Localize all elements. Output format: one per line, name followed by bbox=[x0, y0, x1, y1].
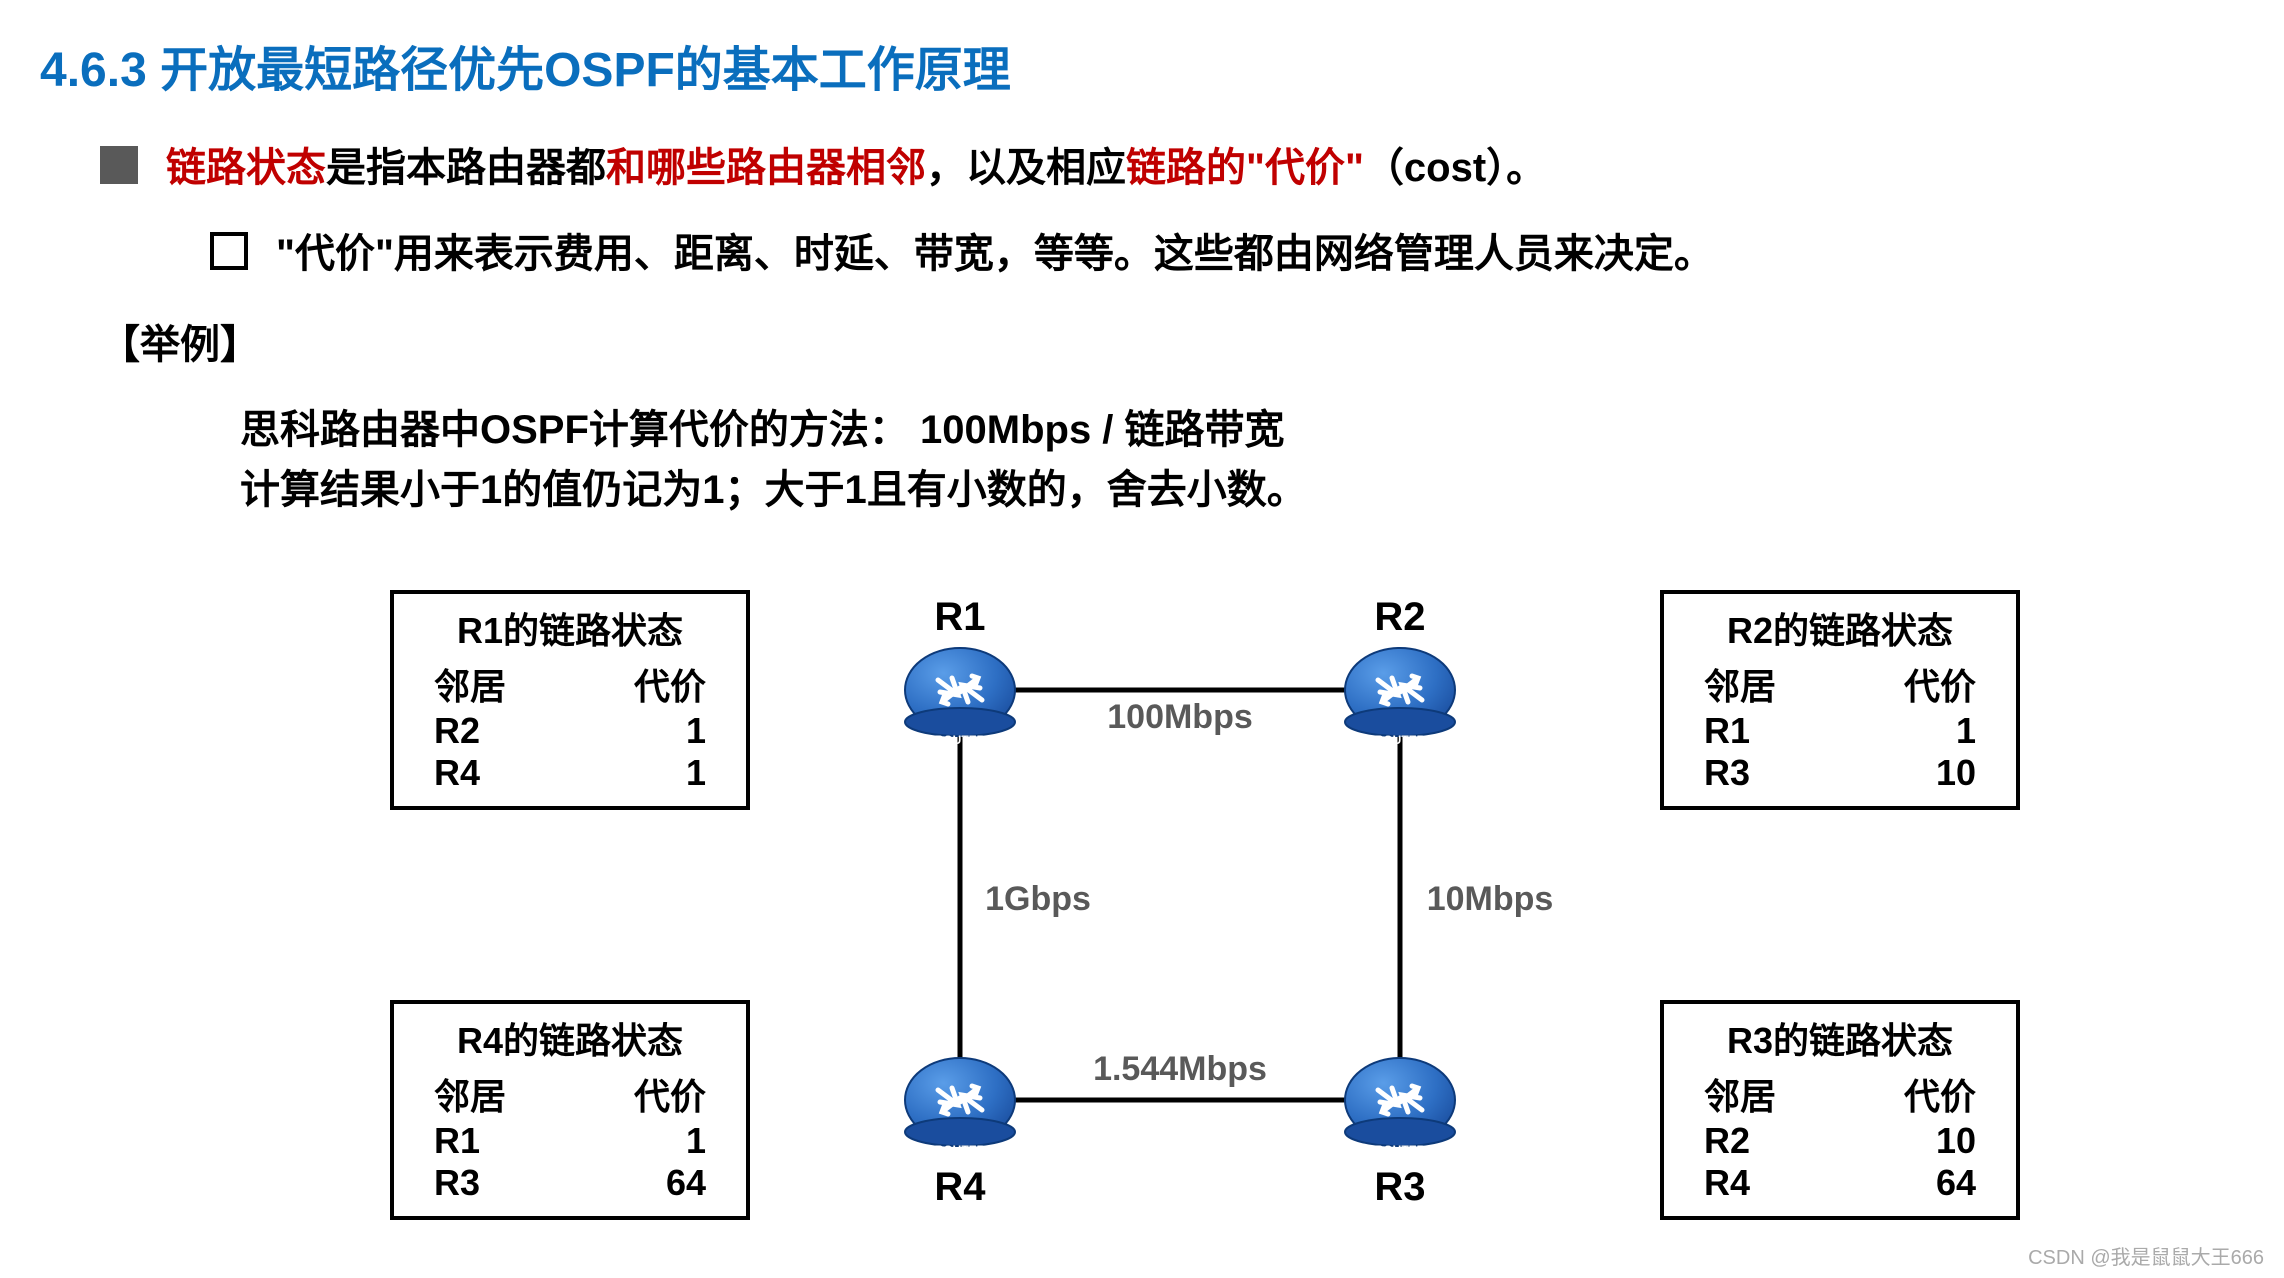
diagram-area: 100Mbps 10Mbps 1.544Mbps 1Gbps ROUTER R1… bbox=[40, 570, 2244, 1270]
edge-label-1: 10Mbps bbox=[1427, 880, 1554, 918]
r1-r1c1: 1 bbox=[686, 752, 706, 794]
b1-p6: （cost）。 bbox=[1364, 146, 1546, 190]
r4-row-0: R1 1 bbox=[414, 1120, 726, 1162]
example-line-1: 思科路由器中OSPF计算代价的方法： 100Mbps / 链路带宽 bbox=[240, 400, 2244, 460]
example-line-2: 计算结果小于1的值仍记为1；大于1且有小数的，舍去小数。 bbox=[240, 460, 2244, 520]
state-box-r4: R4的链路状态 邻居 代价 R1 1 R3 64 bbox=[390, 1000, 750, 1220]
r2-h2: 代价 bbox=[1904, 658, 1976, 710]
r1-header: 邻居 代价 bbox=[414, 658, 726, 710]
r1-row-0: R2 1 bbox=[414, 710, 726, 752]
r4-r0c1: 1 bbox=[686, 1120, 706, 1162]
r3-header: 邻居 代价 bbox=[1684, 1068, 1996, 1120]
r1-r0c1: 1 bbox=[686, 710, 706, 752]
r3-h2: 代价 bbox=[1904, 1068, 1976, 1120]
r3-r0c1: 10 bbox=[1936, 1120, 1976, 1162]
r2-header: 邻居 代价 bbox=[1684, 658, 1996, 710]
r2-r0c0: R1 bbox=[1704, 710, 1750, 752]
r3-r1c1: 64 bbox=[1936, 1162, 1976, 1204]
r3-title: R3的链路状态 bbox=[1684, 1012, 1996, 1064]
r3-r1c0: R4 bbox=[1704, 1162, 1750, 1204]
r4-h2: 代价 bbox=[634, 1068, 706, 1120]
router-r4-icon: ROUTER bbox=[905, 1058, 1015, 1157]
router-r1-icon: ROUTER bbox=[905, 648, 1015, 747]
b1-p2: 是指本路由器都 bbox=[326, 146, 606, 190]
b1-p4: ，以及相应 bbox=[926, 146, 1126, 190]
r2-row-0: R1 1 bbox=[1684, 710, 1996, 752]
r3-r0c0: R2 bbox=[1704, 1120, 1750, 1162]
edge-label-3: 1Gbps bbox=[985, 880, 1091, 918]
network-diagram: 100Mbps 10Mbps 1.544Mbps 1Gbps ROUTER R1… bbox=[860, 570, 1580, 1270]
bullet-1: 链路状态是指本路由器都和哪些路由器相邻，以及相应链路的"代价"（cost）。 bbox=[100, 140, 2244, 196]
r2-title: R2的链路状态 bbox=[1684, 602, 1996, 654]
edge-label-0: 100Mbps bbox=[1107, 698, 1253, 736]
r4-r0c0: R1 bbox=[434, 1120, 480, 1162]
router-label-r3: R3 bbox=[1374, 1165, 1425, 1209]
section-title: 4.6.3 开放最短路径优先OSPF的基本工作原理 bbox=[40, 30, 2244, 100]
b1-p5: 链路的"代价" bbox=[1126, 146, 1364, 190]
r1-row-1: R4 1 bbox=[414, 752, 726, 794]
state-box-r1: R1的链路状态 邻居 代价 R2 1 R4 1 bbox=[390, 590, 750, 810]
watermark: CSDN @我是鼠鼠大王666 bbox=[2028, 1241, 2264, 1270]
svg-text:ROUTER: ROUTER bbox=[935, 1143, 986, 1157]
r3-row-1: R4 64 bbox=[1684, 1162, 1996, 1204]
r4-h1: 邻居 bbox=[434, 1068, 506, 1120]
r2-r1c1: 10 bbox=[1936, 752, 1976, 794]
router-label-r2: R2 bbox=[1374, 595, 1425, 639]
r4-r1c1: 64 bbox=[666, 1162, 706, 1204]
router-r3-icon: ROUTER bbox=[1345, 1058, 1455, 1157]
router-label-r1: R1 bbox=[934, 595, 985, 639]
state-box-r2: R2的链路状态 邻居 代价 R1 1 R3 10 bbox=[1660, 590, 2020, 810]
r1-r0c0: R2 bbox=[434, 710, 480, 752]
square-bullet-icon bbox=[100, 146, 138, 184]
bullet-2: "代价"用来表示费用、距离、时延、带宽，等等。这些都由网络管理人员来决定。 bbox=[210, 226, 2244, 282]
r1-h1: 邻居 bbox=[434, 658, 506, 710]
r4-title: R4的链路状态 bbox=[414, 1012, 726, 1064]
r4-row-1: R3 64 bbox=[414, 1162, 726, 1204]
r4-header: 邻居 代价 bbox=[414, 1068, 726, 1120]
r3-row-0: R2 10 bbox=[1684, 1120, 1996, 1162]
state-box-r3: R3的链路状态 邻居 代价 R2 10 R4 64 bbox=[1660, 1000, 2020, 1220]
example-label: 【举例】 bbox=[100, 312, 2244, 370]
b1-p1: 链路状态 bbox=[166, 146, 326, 190]
svg-text:ROUTER: ROUTER bbox=[1375, 733, 1426, 747]
r2-h1: 邻居 bbox=[1704, 658, 1776, 710]
r2-r1c0: R3 bbox=[1704, 752, 1750, 794]
router-label-r4: R4 bbox=[934, 1165, 986, 1209]
bullet-1-text: 链路状态是指本路由器都和哪些路由器相邻，以及相应链路的"代价"（cost）。 bbox=[166, 140, 1546, 196]
square-hollow-icon bbox=[210, 232, 248, 270]
r1-r1c0: R4 bbox=[434, 752, 480, 794]
r3-h1: 邻居 bbox=[1704, 1068, 1776, 1120]
r1-h2: 代价 bbox=[634, 658, 706, 710]
svg-text:ROUTER: ROUTER bbox=[935, 733, 986, 747]
r4-r1c0: R3 bbox=[434, 1162, 480, 1204]
b1-p3: 和哪些路由器相邻 bbox=[606, 146, 926, 190]
r1-title: R1的链路状态 bbox=[414, 602, 726, 654]
svg-text:ROUTER: ROUTER bbox=[1375, 1143, 1426, 1157]
router-r2-icon: ROUTER bbox=[1345, 648, 1455, 747]
r2-row-1: R3 10 bbox=[1684, 752, 1996, 794]
edge-label-2: 1.544Mbps bbox=[1093, 1050, 1267, 1088]
r2-r0c1: 1 bbox=[1956, 710, 1976, 752]
bullet-2-text: "代价"用来表示费用、距离、时延、带宽，等等。这些都由网络管理人员来决定。 bbox=[276, 226, 1714, 282]
